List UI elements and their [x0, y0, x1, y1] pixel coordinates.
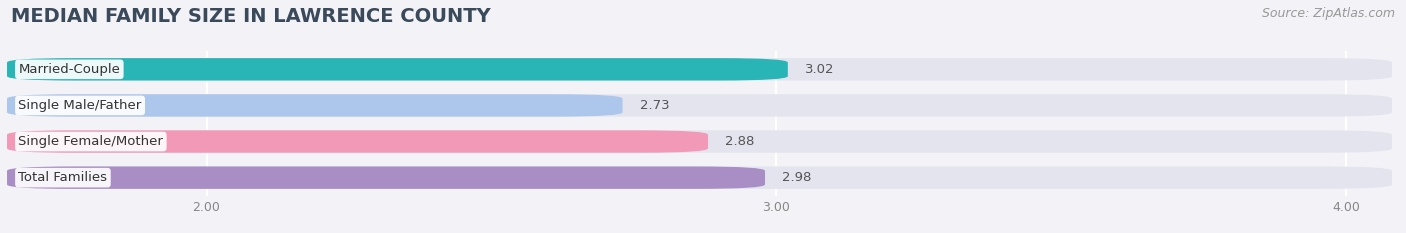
- FancyBboxPatch shape: [7, 94, 623, 117]
- FancyBboxPatch shape: [7, 94, 1392, 117]
- FancyBboxPatch shape: [7, 58, 787, 81]
- Text: Total Families: Total Families: [18, 171, 107, 184]
- FancyBboxPatch shape: [7, 166, 765, 189]
- Text: MEDIAN FAMILY SIZE IN LAWRENCE COUNTY: MEDIAN FAMILY SIZE IN LAWRENCE COUNTY: [11, 7, 491, 26]
- Text: Single Female/Mother: Single Female/Mother: [18, 135, 163, 148]
- Text: 2.73: 2.73: [640, 99, 669, 112]
- FancyBboxPatch shape: [7, 58, 1392, 81]
- Text: 3.02: 3.02: [804, 63, 834, 76]
- FancyBboxPatch shape: [7, 130, 1392, 153]
- FancyBboxPatch shape: [7, 166, 1392, 189]
- Text: 2.88: 2.88: [725, 135, 755, 148]
- Text: Married-Couple: Married-Couple: [18, 63, 121, 76]
- Text: Single Male/Father: Single Male/Father: [18, 99, 142, 112]
- Text: Source: ZipAtlas.com: Source: ZipAtlas.com: [1261, 7, 1395, 20]
- Text: 2.98: 2.98: [782, 171, 811, 184]
- FancyBboxPatch shape: [7, 130, 709, 153]
